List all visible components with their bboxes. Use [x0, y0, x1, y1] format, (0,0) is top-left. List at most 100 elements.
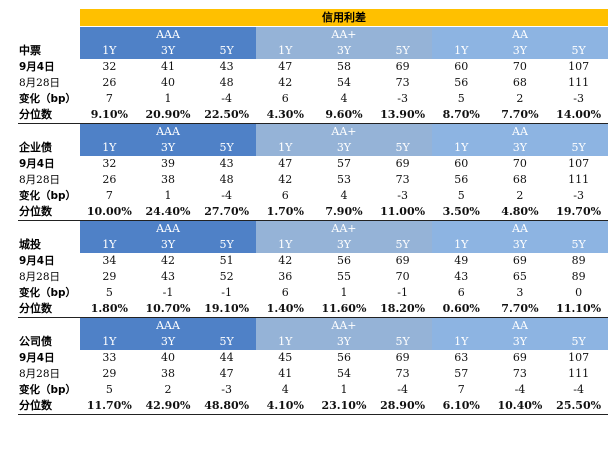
table-row: 8月28日 29 43 52 36 55 70 43 65 89 [18, 269, 608, 285]
row-label: 变化（bp） [19, 190, 77, 202]
tenor-header-row: 公司债 1Y 3Y 5Y 1Y 3Y 5Y 1Y 3Y 5Y [18, 334, 608, 350]
section-name: 中票 [19, 44, 41, 57]
data-cell: 48.80% [197, 398, 256, 415]
grade-header-row: AAA AA+ AA [18, 123, 608, 140]
data-cell: 47 [278, 60, 293, 73]
data-cell: 11.70% [80, 398, 139, 415]
rating-group-header: AA+ [255, 317, 432, 334]
tenor-header: 1Y [431, 237, 491, 253]
data-cell: 54 [336, 76, 351, 89]
data-cell: 45 [278, 351, 293, 364]
data-cell: 44 [219, 351, 234, 364]
tenor-header: 3Y [490, 237, 550, 253]
row-label: 9月4日 [19, 255, 55, 267]
data-cell: 57 [336, 157, 351, 170]
data-cell: 0 [575, 286, 583, 299]
data-cell: 4 [340, 189, 348, 202]
section-spacer-cell [18, 26, 80, 43]
rating-group-header: AAA [80, 123, 256, 140]
row-label: 分位数 [18, 204, 80, 221]
data-cell: 55 [336, 270, 351, 283]
data-cell: 13.90% [373, 107, 432, 124]
data-cell: 49 [454, 254, 469, 267]
section-name: 企业债 [19, 141, 52, 154]
tenor-header: 5Y [373, 237, 432, 253]
data-cell: 42 [278, 254, 293, 267]
rating-group-header: AA [431, 220, 608, 237]
table-row: 分位数 10.00% 24.40% 27.70% 1.70% 7.90% 11.00% 3.5… [18, 204, 608, 221]
data-cell: 36 [278, 270, 293, 283]
data-cell: 20.90% [138, 107, 198, 124]
row-label: 9月4日 [19, 352, 55, 364]
data-cell: 27.70% [197, 204, 256, 221]
tenor-header-row: 中票 1Y 3Y 5Y 1Y 3Y 5Y 1Y 3Y 5Y [18, 43, 608, 59]
tenor-header: 5Y [197, 334, 256, 350]
rating-group-header: AA+ [255, 220, 432, 237]
data-cell: 54 [336, 367, 351, 380]
tenor-header: 5Y [373, 334, 432, 350]
data-cell: 7.70% [490, 107, 550, 124]
data-cell: 73 [395, 173, 410, 186]
data-cell: 1 [340, 286, 348, 299]
data-cell: -1 [221, 286, 232, 299]
data-cell: 25.50% [549, 398, 608, 415]
data-cell: 47 [219, 367, 234, 380]
tenor-header: 3Y [314, 334, 374, 350]
data-cell: -3 [397, 189, 408, 202]
data-cell: 1 [164, 92, 172, 105]
title-row: 信用利差 [18, 9, 608, 27]
data-cell: 23.10% [314, 398, 374, 415]
tenor-header: 5Y [549, 43, 608, 59]
data-cell: 38 [160, 173, 175, 186]
data-cell: 9.10% [80, 107, 139, 124]
data-cell: 11.00% [373, 204, 432, 221]
data-cell: 69 [512, 254, 527, 267]
data-cell: 6.10% [431, 398, 491, 415]
data-cell: 5 [105, 383, 113, 396]
data-cell: 11.60% [314, 301, 374, 318]
data-cell: 8.70% [431, 107, 491, 124]
tenor-header: 3Y [314, 237, 374, 253]
data-cell: 40 [160, 351, 175, 364]
tenor-header: 5Y [197, 43, 256, 59]
data-cell: 6 [281, 92, 289, 105]
tenor-header: 5Y [373, 43, 432, 59]
data-cell: 10.40% [490, 398, 550, 415]
data-cell: 69 [395, 351, 410, 364]
tenor-header: 5Y [373, 140, 432, 156]
row-label: 9月4日 [19, 158, 55, 170]
tenor-header: 3Y [138, 43, 198, 59]
data-cell: 63 [454, 351, 469, 364]
data-cell: 0.60% [431, 301, 491, 318]
tenor-header: 3Y [490, 334, 550, 350]
data-cell: 51 [219, 254, 234, 267]
tenor-header: 3Y [138, 237, 198, 253]
section-name: 城投 [19, 238, 41, 251]
data-cell: 4 [281, 383, 289, 396]
data-cell: 47 [278, 157, 293, 170]
row-label: 8月28日 [19, 271, 61, 283]
data-cell: 56 [336, 351, 351, 364]
row-label: 分位数 [18, 107, 80, 124]
tenor-header: 1Y [80, 140, 139, 156]
data-cell: 68 [512, 173, 527, 186]
tenor-header-row: 城投 1Y 3Y 5Y 1Y 3Y 5Y 1Y 3Y 5Y [18, 237, 608, 253]
credit-spread-table-container: 信用利差 AAA AA+ AA 中票 1Y 3Y 5Y 1Y 3Y 5Y 1Y 3Y 5Y 9月4日 32 41… [18, 9, 608, 415]
tenor-header: 1Y [255, 140, 315, 156]
table-row: 9月4日 34 42 51 42 56 69 49 69 89 [18, 253, 608, 269]
table-row: 8月28日 29 38 47 41 54 73 57 73 111 [18, 366, 608, 382]
table-row: 8月28日 26 38 48 42 53 73 56 68 111 [18, 172, 608, 188]
tenor-header: 1Y [80, 43, 139, 59]
row-label: 8月28日 [19, 77, 61, 89]
data-cell: 33 [102, 351, 117, 364]
data-cell: 26 [102, 76, 117, 89]
data-cell: 111 [568, 367, 590, 380]
data-cell: 29 [102, 367, 117, 380]
grade-header-row: AAA AA+ AA [18, 26, 608, 43]
data-cell: 68 [512, 76, 527, 89]
data-cell: 2 [164, 383, 172, 396]
data-cell: 53 [336, 173, 351, 186]
data-cell: 42 [278, 76, 293, 89]
data-cell: 43 [454, 270, 469, 283]
data-cell: 73 [395, 76, 410, 89]
